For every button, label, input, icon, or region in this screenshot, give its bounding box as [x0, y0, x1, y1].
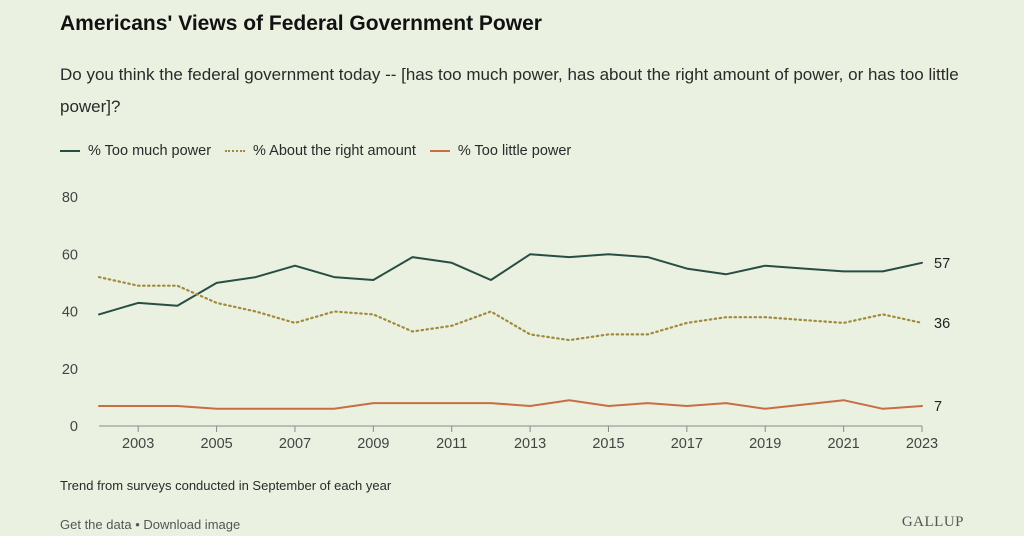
- download-image-link[interactable]: Download image: [143, 517, 241, 532]
- y-tick-label-60: 60: [62, 247, 78, 263]
- legend-label-too-much: % Too much power: [88, 143, 212, 159]
- x-tick-label-2013: 2013: [514, 436, 546, 452]
- legend-swatch-too-little: [429, 150, 450, 152]
- x-tick-label-2023: 2023: [906, 436, 938, 452]
- x-tick-label-2019: 2019: [749, 436, 781, 452]
- x-tick-label-2007: 2007: [279, 436, 311, 452]
- get-data-link[interactable]: Get the data: [60, 517, 132, 532]
- y-tick-label-40: 40: [62, 305, 78, 321]
- footer-separator: •: [135, 517, 140, 532]
- x-tick-label-2021: 2021: [827, 436, 859, 452]
- legend-swatch-too-much: [60, 150, 80, 152]
- y-tick-label-0: 0: [70, 419, 78, 435]
- x-tick-label-2009: 2009: [357, 436, 389, 452]
- chart-footnote: Trend from surveys conducted in Septembe…: [60, 478, 392, 493]
- y-tick-label-20: 20: [62, 362, 78, 378]
- legend-item-too-much: % Too much power: [60, 143, 211, 159]
- series-line-too-much: [98, 253, 923, 316]
- y-tick-label-80: 80: [62, 190, 78, 206]
- series-line-about-right: [97, 276, 924, 342]
- end-label-about-right: 36: [934, 316, 950, 332]
- legend-item-about-right: % About the right amount: [225, 143, 416, 159]
- series-line-too-little: [98, 399, 923, 410]
- x-tick-label-2005: 2005: [200, 436, 232, 452]
- legend-swatch-about-right: [225, 150, 246, 152]
- gallup-logo: GALLUP: [901, 514, 964, 530]
- x-tick-label-2003: 2003: [122, 436, 154, 452]
- legend-item-too-little: % Too little power: [429, 143, 572, 159]
- end-label-too-much: 57: [934, 256, 950, 272]
- end-label-too-little: 7: [934, 399, 942, 415]
- chart-title: Americans' Views of Federal Government P…: [60, 12, 542, 35]
- x-tick-label-2017: 2017: [671, 436, 703, 452]
- x-tick-label-2011: 2011: [436, 436, 467, 452]
- legend-label-about-right: % About the right amount: [253, 143, 416, 159]
- legend-label-too-little: % Too little power: [457, 143, 572, 159]
- chart-legend: % Too much power % About the right amoun…: [60, 140, 585, 162]
- chart-subtitle: Do you think the federal government toda…: [60, 65, 959, 116]
- x-tick-label-2015: 2015: [592, 436, 624, 452]
- footer-links: Get the data • Download image: [60, 517, 240, 532]
